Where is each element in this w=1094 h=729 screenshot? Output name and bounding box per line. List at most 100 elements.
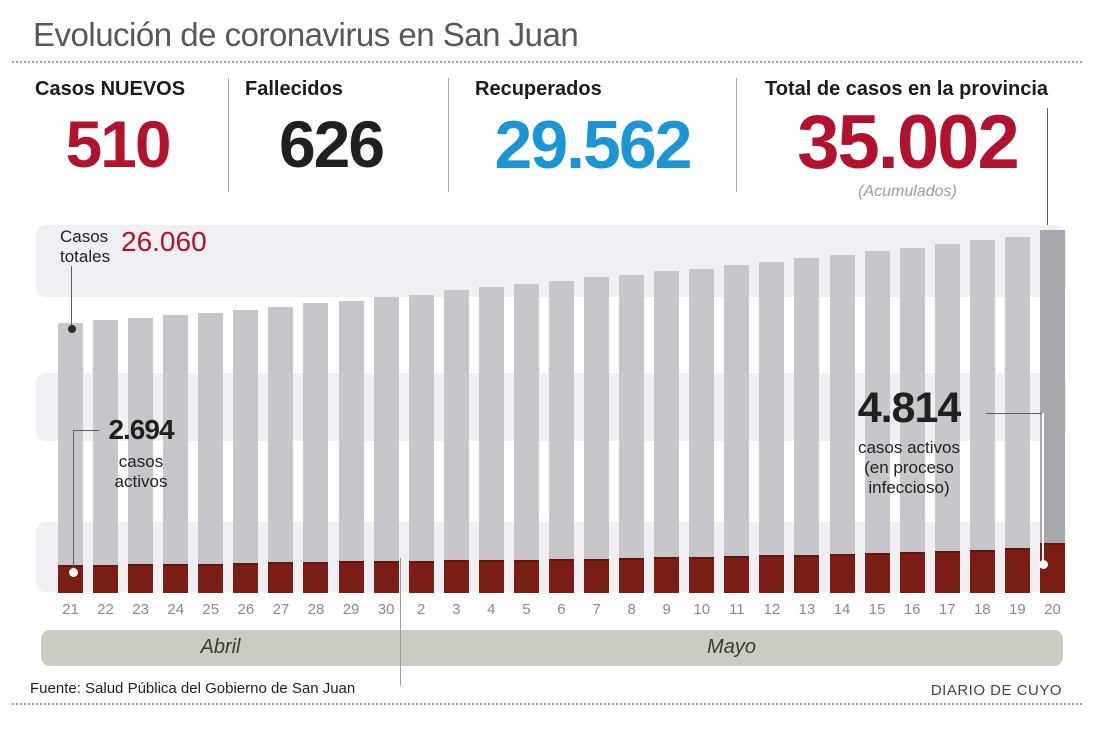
active-bar (478, 560, 504, 593)
activos-last-leader-dot (1039, 560, 1048, 569)
day-label: 7 (592, 601, 601, 618)
active-bar (1004, 547, 1030, 593)
day-label: 25 (202, 601, 220, 618)
stat-fallecidos: Fallecidos 626 (245, 78, 417, 198)
stat-casos-nuevos: Casos NUEVOS 510 (35, 78, 200, 198)
stat-value: 626 (278, 107, 385, 181)
month-band (41, 630, 1063, 666)
stat-value: 35.002 (797, 100, 1019, 185)
total-bar (969, 239, 995, 593)
total-bar (934, 244, 960, 593)
month-label-mayo: Mayo (707, 636, 756, 658)
active-bar (548, 559, 574, 593)
casos-totales-leader-dot (68, 325, 76, 333)
source-credit: Fuente: Salud Pública del Gobierno de Sa… (30, 680, 356, 697)
day-label: 21 (62, 601, 79, 618)
active-bar (268, 562, 294, 593)
annotation-casos-totales-value: 26.060 (121, 226, 207, 257)
activos-last-leader-vline (1042, 413, 1044, 565)
active-bar (654, 557, 680, 593)
total-bar (93, 320, 119, 593)
day-label: 22 (97, 601, 114, 618)
casos-totales-leader-line (71, 266, 72, 326)
stat-value: 29.562 (494, 107, 693, 183)
activos-first-leader-hline (73, 430, 99, 431)
day-label: 13 (798, 601, 816, 618)
active-bar (619, 557, 645, 593)
total-bar (163, 314, 189, 593)
active-bar (163, 563, 189, 593)
total-bar (303, 303, 329, 593)
day-label: 29 (342, 601, 360, 618)
day-label: 17 (938, 601, 956, 618)
day-label: 5 (522, 601, 531, 618)
stats-divider-1 (228, 78, 229, 192)
total-bar (233, 309, 259, 593)
total-bar (584, 277, 610, 593)
stat-recuperados: Recuperados 29.562 (475, 78, 710, 198)
activos-last-leader-hline (986, 413, 1043, 414)
total-bar (794, 258, 820, 593)
activos-first-leader-vline (73, 430, 74, 572)
total-bar (513, 283, 539, 593)
total-bar (58, 322, 83, 593)
day-label: 28 (307, 601, 325, 618)
total-bar (1039, 230, 1065, 593)
total-leader-line (1047, 108, 1048, 237)
day-label: 2 (417, 601, 426, 618)
total-bar (654, 271, 680, 593)
annotation-casos-totales-label: Casos totales (60, 227, 111, 267)
top-dotted-divider (12, 61, 1082, 63)
day-label: 27 (272, 601, 290, 618)
day-label: 10 (693, 601, 711, 618)
total-bar (619, 274, 645, 593)
day-label: 30 (377, 601, 395, 618)
total-bar (1004, 236, 1030, 593)
bottom-dotted-divider (12, 703, 1082, 705)
total-bar (829, 254, 855, 593)
active-bar (128, 564, 154, 593)
day-label: 12 (763, 601, 781, 618)
active-bar (443, 560, 469, 593)
total-bar (478, 286, 504, 593)
day-label: 4 (487, 601, 496, 618)
day-label: 14 (833, 601, 851, 618)
total-bar (689, 268, 715, 593)
day-label: 16 (903, 601, 921, 618)
publisher-credit: DIARIO DE CUYO (930, 682, 1062, 699)
day-label: 8 (627, 601, 636, 618)
active-bar (899, 552, 925, 593)
active-bar (408, 560, 434, 593)
total-bar (443, 289, 469, 593)
day-label: 24 (167, 601, 185, 618)
active-bar (969, 549, 995, 593)
stat-note: (Acumulados) (858, 183, 957, 200)
active-bar (759, 555, 785, 593)
day-label: 19 (1009, 601, 1026, 618)
total-bar (759, 262, 785, 593)
active-bar (724, 555, 750, 593)
active-bar (303, 561, 329, 593)
day-label: 11 (729, 601, 745, 618)
annotation-activos-last: 4.814 casos activos (en proceso infeccio… (857, 384, 962, 498)
total-bar (338, 300, 364, 593)
stat-label: Recuperados (475, 78, 602, 100)
stat-value: 510 (65, 107, 171, 181)
annotation-activos-first: 2.694 casos activos (108, 414, 174, 492)
active-bar (829, 553, 855, 593)
day-label: 15 (868, 601, 886, 618)
active-bar (373, 560, 399, 593)
day-label: 9 (662, 601, 671, 618)
stats-divider-3 (736, 78, 737, 192)
day-label: 18 (973, 601, 991, 618)
total-bar (864, 250, 890, 593)
day-label: 23 (132, 601, 149, 618)
activos-first-leader-dot (69, 568, 78, 577)
day-label: 20 (1044, 601, 1061, 618)
total-bar (899, 247, 925, 593)
active-bar (233, 562, 259, 593)
total-bar (128, 318, 154, 593)
total-bar (268, 307, 294, 593)
active-bar (338, 561, 364, 593)
